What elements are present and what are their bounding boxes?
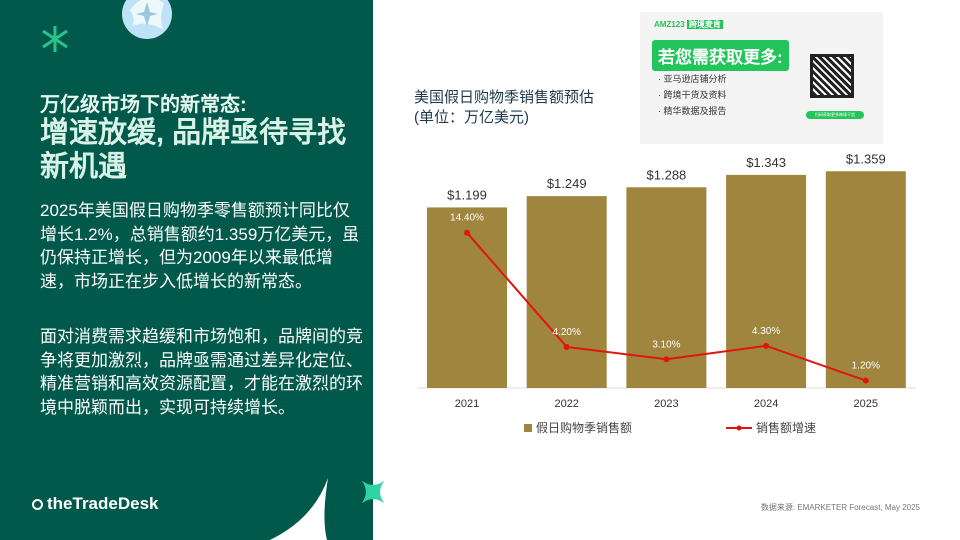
x-tick-label: 2024: [754, 398, 778, 410]
growth-label: 3.10%: [652, 339, 680, 350]
bar-label: $1.359: [846, 151, 886, 166]
growth-label: 14.40%: [450, 213, 484, 224]
bar-label: $1.199: [447, 187, 487, 202]
x-tick-label: 2023: [654, 398, 678, 410]
chart-title: 美国假日购物季销售额预估 (单位：万亿美元): [414, 89, 595, 126]
sparkle-shape-icon: [269, 478, 328, 540]
bar: [427, 207, 507, 388]
bar: [726, 174, 807, 388]
left-panel: 万亿级市场下的新常态: 增速放缓, 品牌亟待寻找新机遇 2025年美国假日购物季…: [0, 0, 373, 540]
x-tick-label: 2025: [854, 398, 878, 410]
legend-bar-swatch: [524, 423, 532, 432]
x-tick-label: 2021: [455, 398, 479, 410]
ad-item: · 跨境干货及资料: [658, 90, 727, 100]
growth-point: [563, 343, 570, 350]
growth-point: [663, 356, 670, 363]
bar-label: $1.343: [746, 155, 786, 170]
star-badge-icon: [122, 0, 172, 39]
legend-line: 销售额增速: [726, 419, 816, 436]
bar-label: $1.288: [647, 167, 687, 182]
ad-headline: 若您需获取更多:: [652, 40, 789, 71]
qr-code[interactable]: [810, 54, 854, 98]
ad-tag: 跨境麦肯: [686, 20, 723, 29]
bar-label: $1.249: [547, 176, 587, 191]
growth-label: 1.20%: [852, 361, 880, 372]
paragraph-2: 面对消费需求趋缓和市场饱和，品牌间的竞争将更加激烈，品牌亟需通过差异化定位、精准…: [40, 327, 363, 417]
growth-label: 4.30%: [752, 326, 780, 337]
bar: [526, 196, 607, 388]
page-title: 增速放缓, 品牌亟待寻找新机遇: [40, 117, 347, 183]
logo: theTradeDesk: [32, 494, 159, 514]
growth-label: 4.20%: [553, 327, 581, 338]
ad-banner[interactable]: AMZ123 跨境麦肯 若您需获取更多: · 亚马逊店铺分析 · 跨境干货及资料…: [640, 12, 883, 144]
sparkle-icon: [42, 26, 68, 52]
growth-point: [464, 229, 470, 236]
growth-point: [862, 377, 869, 384]
sparkle-green-icon: [361, 480, 385, 504]
bar: [825, 171, 906, 388]
ad-item: · 亚马逊店铺分析: [658, 74, 727, 84]
x-tick-label: 2022: [554, 398, 578, 410]
paragraph-1: 2025年美国假日购物季零售额预计同比仅增长1.2%，总销售额约1.359万亿美…: [40, 201, 360, 291]
bar: [626, 187, 707, 388]
source-note: 数据来源: EMARKETER Forecast, May 2025: [760, 503, 920, 512]
legend-bar: 假日购物季销售额: [524, 419, 632, 436]
ad-button[interactable]: 扫码获取更多跨境干货: [806, 111, 864, 119]
ad-brand: AMZ123: [654, 20, 685, 29]
ad-item: · 精华数据及报告: [658, 106, 727, 116]
growth-point: [763, 342, 770, 349]
subtitle: 万亿级市场下的新常态:: [40, 94, 247, 116]
legend-line-swatch: [726, 425, 752, 430]
